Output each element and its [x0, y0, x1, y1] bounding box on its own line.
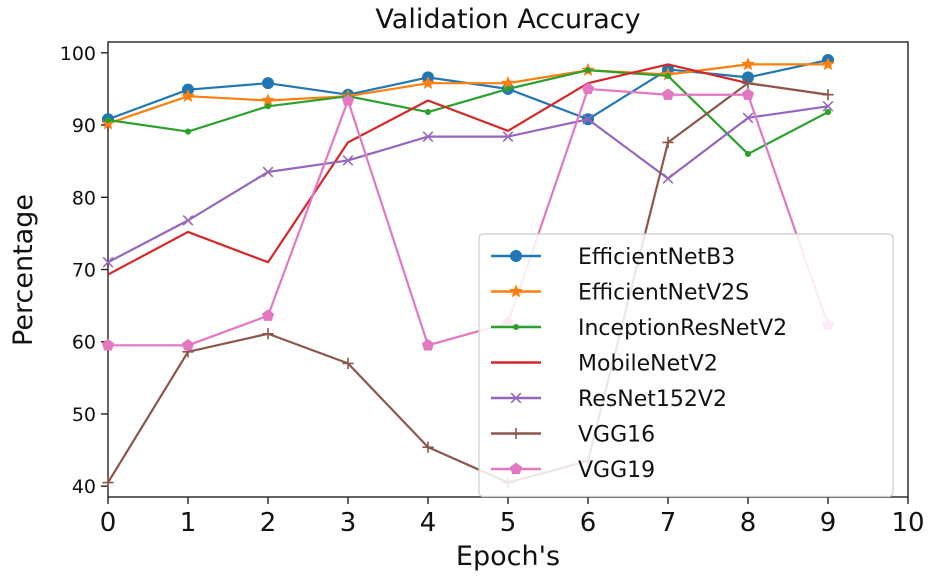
data-point [742, 112, 754, 124]
data-point [181, 88, 195, 102]
data-point [264, 103, 272, 110]
legend: EfficientNetB3 EfficientNetV2S InceptionRe… [478, 233, 894, 498]
series-line [107, 63, 829, 276]
legend-entry: MobileNetV2 [491, 352, 718, 377]
series-resnet152v2 [102, 100, 834, 268]
x-tick-label: 0 [100, 508, 117, 538]
y-tick-label: 80 [72, 187, 96, 209]
data-point [512, 323, 520, 331]
series-vgg19 [101, 82, 835, 351]
x-axis-label: Epoch's [456, 541, 560, 572]
legend-entry: VGG19 [491, 458, 655, 483]
data-point [510, 427, 522, 440]
legend-entry: EfficientNetV2S [491, 281, 749, 306]
data-point [102, 476, 114, 489]
y-tick-label: 90 [72, 115, 96, 137]
y-tick-label: 50 [72, 404, 96, 426]
legend-label: EfficientNetV2S [578, 281, 749, 306]
data-point [742, 77, 754, 89]
x-tick-label: 3 [340, 508, 357, 538]
series-line [107, 69, 829, 156]
data-point [510, 250, 522, 262]
data-point [261, 93, 275, 107]
legend-entry: ResNet152V2 [491, 387, 727, 412]
series-layer [101, 54, 835, 489]
data-point [662, 173, 674, 184]
data-point [510, 392, 522, 404]
data-point [822, 100, 834, 112]
data-point [422, 441, 434, 453]
data-point [102, 256, 114, 268]
data-point [341, 94, 355, 106]
series-efficientnetv2s [101, 57, 835, 130]
legend-entry: EfficientNetB3 [491, 245, 735, 270]
data-point [261, 309, 275, 321]
data-point [262, 166, 274, 178]
data-point [662, 136, 674, 148]
data-point [742, 71, 754, 84]
data-point [342, 155, 354, 166]
data-point [421, 338, 435, 351]
data-point [582, 113, 594, 125]
x-tick-label: 2 [260, 508, 277, 538]
series-line [107, 63, 828, 125]
data-point [821, 57, 835, 71]
x-tick-label: 7 [660, 508, 677, 538]
legend-label: EfficientNetB3 [578, 245, 735, 270]
data-point [421, 75, 435, 89]
data-point [744, 150, 752, 157]
data-point [181, 338, 195, 351]
data-point [502, 131, 514, 142]
x-tick-label: 10 [891, 508, 924, 538]
data-point [342, 357, 354, 369]
y-tick-label: 40 [72, 476, 96, 498]
data-point [581, 82, 595, 95]
data-point [184, 128, 192, 135]
y-tick-label: 70 [72, 260, 96, 282]
y-tick-label: 100 [60, 43, 96, 65]
series-line [108, 87, 830, 347]
y-tick-label: 60 [72, 332, 96, 354]
data-point [741, 57, 755, 71]
series-mobilenetv2 [107, 63, 829, 276]
series-line [107, 82, 829, 484]
x-tick-label: 8 [740, 508, 757, 538]
legend-label: InceptionResNetV2 [578, 316, 787, 341]
data-point [101, 338, 115, 351]
x-tick-label: 4 [420, 508, 437, 538]
legend-label: ResNet152V2 [578, 387, 727, 412]
x-tick-label: 9 [820, 508, 837, 538]
data-point [422, 131, 434, 142]
data-point [104, 116, 112, 124]
data-point [504, 85, 512, 92]
data-point [182, 215, 194, 226]
legend-entry: VGG16 [491, 423, 655, 448]
data-point [822, 89, 834, 101]
axis-ticks: 0 1 2 3 4 5 6 7 8 9 10 40 50 60 70 80 90 100 [60, 43, 925, 538]
data-point [664, 72, 672, 79]
data-point [509, 462, 523, 475]
y-axis-label: Percentage [8, 194, 39, 346]
data-point [661, 88, 675, 100]
data-point [584, 67, 592, 74]
x-tick-label: 1 [180, 508, 197, 538]
legend-label: VGG19 [578, 458, 655, 483]
chart-title: Validation Accuracy [375, 4, 640, 35]
series-line [107, 105, 829, 264]
series-inceptionresnetv2 [104, 67, 832, 157]
data-point [741, 88, 755, 100]
data-point [509, 284, 523, 298]
data-point [262, 77, 274, 90]
x-tick-label: 5 [500, 508, 517, 538]
legend-box [478, 233, 894, 498]
data-point [501, 75, 515, 89]
data-point [824, 109, 832, 116]
data-point [262, 328, 274, 340]
legend-label: MobileNetV2 [578, 352, 718, 377]
x-tick-label: 6 [580, 508, 597, 538]
data-point [424, 109, 432, 116]
legend-label: VGG16 [578, 423, 655, 448]
legend-entry: InceptionResNetV2 [491, 316, 787, 341]
